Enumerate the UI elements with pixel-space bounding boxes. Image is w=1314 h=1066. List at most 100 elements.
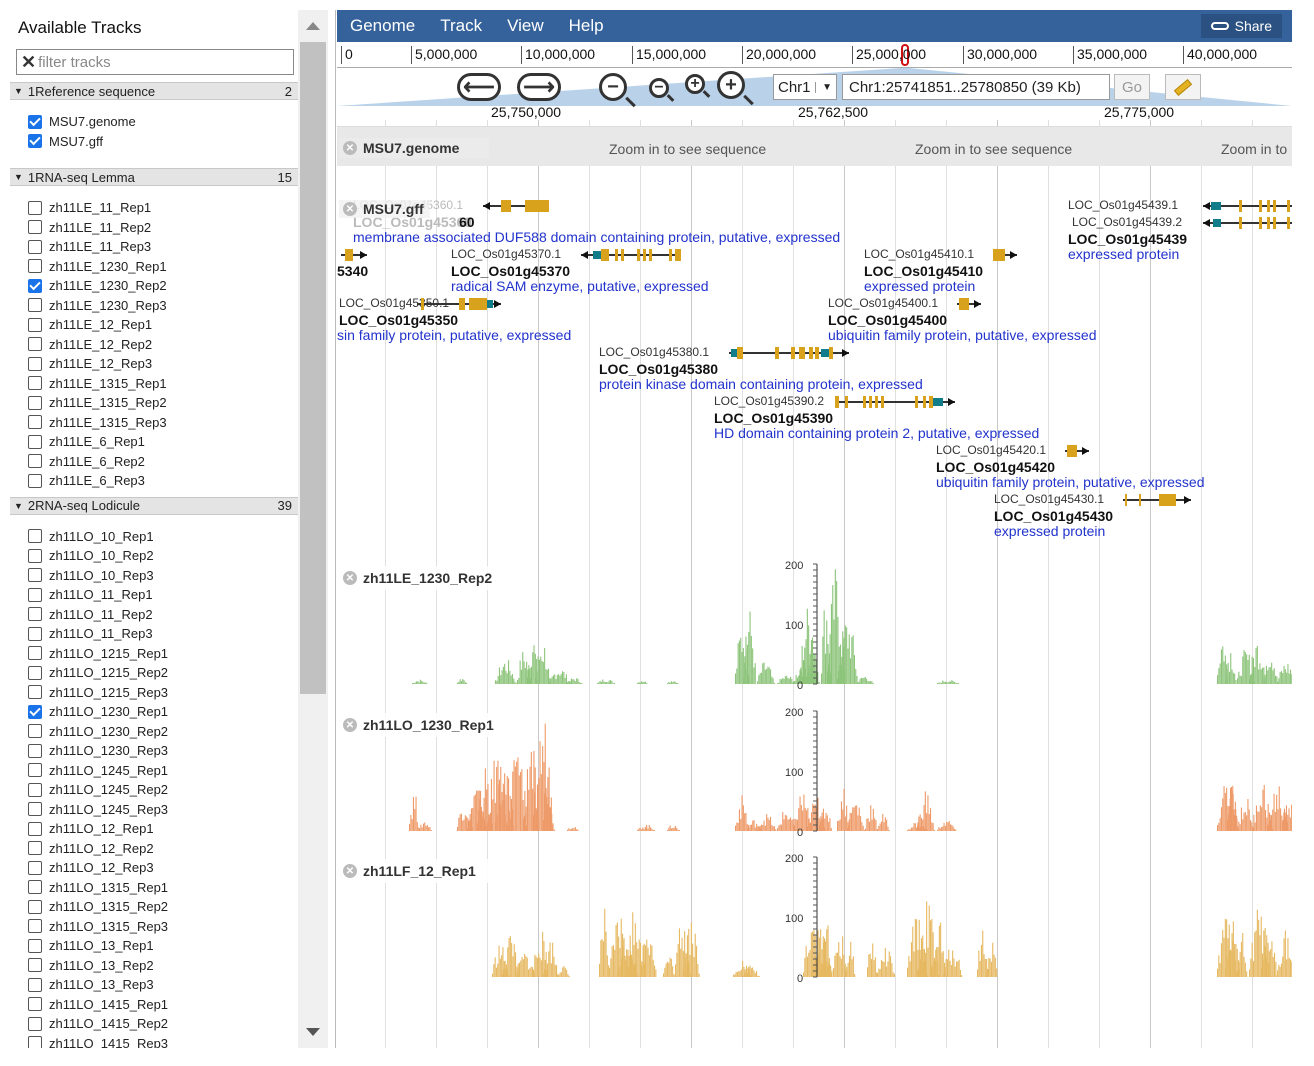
checkbox[interactable]	[28, 626, 42, 641]
track-checkbox-item[interactable]: zh11LE_1315_Rep1	[28, 374, 167, 393]
checkbox[interactable]	[28, 376, 42, 390]
track-checkbox-item[interactable]: zh11LO_11_Rep1	[28, 585, 153, 604]
track-label-gff[interactable]: ✕ MSU7.gff	[339, 200, 430, 218]
left-panel-scrollbar[interactable]	[298, 10, 328, 1048]
track-checkbox-item[interactable]: zh11LO_1230_Rep3	[28, 741, 168, 760]
checkbox[interactable]	[28, 454, 42, 468]
collapse-arrow-icon[interactable]: ▼	[14, 86, 23, 96]
checkbox[interactable]	[28, 704, 42, 719]
checkbox[interactable]	[28, 821, 42, 836]
checkbox[interactable]	[28, 114, 42, 129]
track-checkbox-item[interactable]: zh11LO_1245_Rep1	[28, 761, 168, 780]
gene-glyph-45380[interactable]	[729, 347, 849, 359]
track-checkbox-item[interactable]: MSU7.genome	[28, 112, 136, 131]
close-track-icon[interactable]: ✕	[343, 718, 357, 732]
overview-location-marker[interactable]	[901, 44, 909, 66]
track-checkbox-item[interactable]: zh11LO_12_Rep1	[28, 819, 154, 838]
track-label-coverage[interactable]: ✕ zh11LF_12_Rep1	[339, 859, 490, 883]
track-checkbox-item[interactable]: zh11LO_10_Rep1	[28, 527, 154, 546]
collapse-arrow-icon[interactable]: ▼	[14, 500, 23, 511]
close-track-icon[interactable]: ✕	[343, 141, 357, 155]
track-checkbox-item[interactable]: zh11LO_1215_Rep3	[28, 683, 168, 702]
track-checkbox-item[interactable]: zh11LE_12_Rep1	[28, 315, 152, 334]
track-checkbox-item[interactable]: zh11LO_1315_Rep2	[28, 897, 168, 916]
track-category-header[interactable]: ▼ 2RNA-seq Lodicule 39	[10, 496, 298, 515]
checkbox[interactable]	[28, 317, 42, 332]
track-label-coverage[interactable]: ✕ zh11LE_1230_Rep2	[339, 566, 507, 590]
checkbox[interactable]	[28, 548, 42, 563]
track-label-coverage[interactable]: ✕ zh11LO_1230_Rep1	[339, 713, 508, 737]
track-checkbox-item[interactable]: zh11LE_1315_Rep3	[28, 413, 167, 432]
gene-glyph-45370[interactable]	[581, 249, 681, 261]
track-checkbox-item[interactable]: zh11LO_13_Rep2	[28, 956, 154, 975]
track-checkbox-item[interactable]: zh11LO_1415_Rep3	[28, 1034, 168, 1048]
gene-glyph-45350[interactable]	[417, 298, 501, 310]
track-category-header[interactable]: ▼ 1RNA-seq Lemma 15	[10, 168, 298, 186]
scrollbar-thumb[interactable]	[300, 42, 326, 694]
gene-glyph-45420[interactable]	[1065, 445, 1089, 457]
track-category-header[interactable]: ▼ 1Reference sequence 2	[10, 82, 298, 100]
checkbox[interactable]	[28, 880, 42, 894]
track-checkbox-item[interactable]: zh11LE_1230_Rep2	[28, 276, 167, 295]
gene-glyph-45400[interactable]	[957, 298, 981, 310]
checkbox[interactable]	[28, 802, 42, 816]
track-checkbox-item[interactable]: zh11LO_10_Rep2	[28, 546, 154, 565]
collapse-arrow-icon[interactable]: ▼	[14, 172, 23, 182]
track-checkbox-item[interactable]: zh11LO_13_Rep3	[28, 975, 154, 994]
checkbox[interactable]	[28, 434, 42, 449]
checkbox[interactable]	[28, 220, 42, 234]
track-checkbox-item[interactable]: zh11LO_1215_Rep2	[28, 663, 168, 682]
checkbox[interactable]	[28, 958, 42, 972]
track-checkbox-item[interactable]: zh11LE_11_Rep3	[28, 237, 151, 256]
track-checkbox-item[interactable]: zh11LO_1415_Rep1	[28, 995, 168, 1014]
checkbox[interactable]	[28, 977, 42, 992]
close-track-icon[interactable]: ✕	[343, 864, 357, 878]
track-checkbox-item[interactable]: zh11LE_1230_Rep1	[28, 257, 167, 276]
checkbox[interactable]	[28, 239, 42, 254]
track-checkbox-item[interactable]: zh11LO_1230_Rep1	[28, 702, 168, 721]
checkbox[interactable]	[28, 337, 42, 351]
chromosome-overview[interactable]: 0 5,000,000 10,000,000 15,000,000 20,000,000…	[337, 42, 1292, 68]
checkbox[interactable]	[28, 646, 42, 660]
checkbox[interactable]	[28, 200, 42, 215]
checkbox[interactable]	[28, 134, 42, 148]
menu-genome[interactable]: Genome	[350, 16, 416, 35]
checkbox[interactable]	[28, 899, 42, 914]
checkbox[interactable]	[28, 665, 42, 680]
checkbox[interactable]	[28, 415, 42, 429]
gene-glyph-45439-1[interactable]	[1203, 200, 1292, 212]
gene-glyph-45360[interactable]	[483, 200, 549, 212]
track-checkbox-item[interactable]: zh11LO_11_Rep2	[28, 605, 153, 624]
track-checkbox-item[interactable]: zh11LO_1215_Rep1	[28, 644, 168, 663]
checkbox[interactable]	[28, 685, 42, 699]
checkbox[interactable]	[28, 919, 42, 933]
track-checkbox-item[interactable]: zh11LE_6_Rep1	[28, 432, 145, 451]
zoom-out-small-button[interactable]: −	[649, 78, 669, 98]
location-input[interactable]: Chr1:25741851..25780850 (39 Kb)	[842, 74, 1110, 100]
checkbox[interactable]	[28, 1036, 42, 1048]
pan-left-button[interactable]: ⟵	[457, 73, 501, 101]
menu-help[interactable]: Help	[568, 16, 604, 35]
track-area[interactable]: Zoom in to see sequence Zoom in to see s…	[337, 120, 1292, 1048]
checkbox[interactable]	[28, 938, 42, 953]
gene-glyph-45410[interactable]	[993, 249, 1017, 261]
highlight-button[interactable]	[1165, 74, 1201, 100]
track-checkbox-item[interactable]: zh11LE_12_Rep2	[28, 335, 152, 354]
checkbox[interactable]	[28, 782, 42, 797]
checkbox[interactable]	[28, 587, 42, 602]
checkbox[interactable]	[28, 568, 42, 582]
checkbox[interactable]	[28, 607, 42, 621]
track-checkbox-item[interactable]: zh11LO_1315_Rep3	[28, 917, 168, 936]
clear-filter-icon[interactable]: ✕	[21, 51, 37, 72]
filter-tracks-input[interactable]: ✕ filter tracks	[16, 49, 294, 75]
checkbox[interactable]	[28, 724, 42, 738]
track-checkbox-item[interactable]: zh11LE_12_Rep3	[28, 354, 152, 373]
track-checkbox-item[interactable]: zh11LO_12_Rep2	[28, 839, 154, 858]
track-checkbox-item[interactable]: zh11LE_11_Rep1	[28, 198, 151, 217]
scroll-up-icon[interactable]	[306, 22, 320, 30]
checkbox[interactable]	[28, 278, 42, 293]
track-checkbox-item[interactable]: zh11LO_1245_Rep2	[28, 780, 168, 799]
close-track-icon[interactable]: ✕	[343, 202, 357, 216]
checkbox[interactable]	[28, 395, 42, 410]
gene-glyph-45430[interactable]	[1123, 494, 1191, 506]
